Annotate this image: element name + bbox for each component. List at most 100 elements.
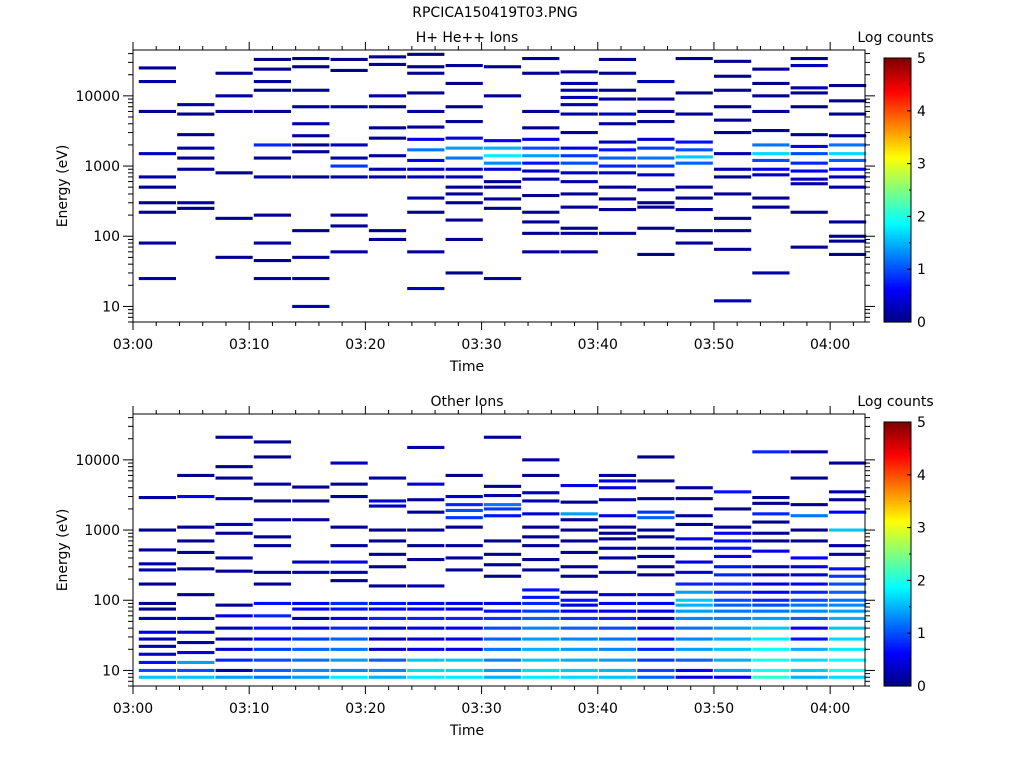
heatmap-cell	[177, 146, 215, 150]
heatmap-cell	[253, 88, 291, 92]
colorbar-step	[884, 264, 911, 268]
colorbar-step	[884, 315, 911, 319]
heatmap-cell	[714, 582, 752, 586]
heatmap-cell	[522, 595, 560, 599]
colorbar-step	[884, 170, 911, 173]
heatmap-cell	[790, 503, 828, 507]
heatmap-cell	[292, 518, 330, 522]
heatmap-cell	[522, 57, 560, 61]
heatmap-cell	[637, 565, 675, 569]
colorbar-step	[884, 474, 911, 478]
x-tick-label: 03:40	[578, 701, 618, 717]
heatmap-cell	[522, 609, 560, 613]
colorbar-step	[884, 499, 911, 502]
heatmap-cell	[637, 173, 675, 177]
heatmap-cell	[560, 616, 598, 620]
colorbar-step	[884, 185, 911, 189]
y-tick-label: 100	[93, 229, 120, 245]
heatmap-cell	[560, 484, 598, 488]
colorbar-step	[884, 119, 911, 123]
heatmap-cell	[253, 647, 291, 651]
heatmap-cell	[675, 616, 713, 620]
colorbar-step	[884, 591, 911, 595]
heatmap-cell	[483, 609, 522, 613]
y-tick-label: 10000	[75, 453, 120, 469]
colorbar-tick-label: 0	[917, 315, 926, 331]
heatmap-cell	[560, 95, 598, 99]
heatmap-cell	[752, 196, 790, 200]
heatmap-cell	[368, 616, 407, 620]
heatmap-cell	[292, 560, 330, 564]
heatmap-cell	[598, 208, 637, 212]
heatmap-cell	[215, 531, 253, 535]
heatmap-cell	[445, 156, 483, 160]
heatmap-cell	[752, 637, 790, 641]
heatmap-cell	[138, 241, 176, 245]
heatmap-cell	[560, 598, 598, 602]
colorbar-step	[884, 229, 911, 233]
heatmap-cell	[598, 570, 637, 574]
heatmap-cell	[522, 588, 560, 592]
heatmap-cell	[714, 531, 752, 535]
heatmap-cell	[368, 504, 407, 508]
heatmap-cell	[445, 120, 483, 124]
heatmap-cell	[407, 210, 445, 214]
heatmap-cell	[752, 565, 790, 569]
heatmap-cell	[790, 539, 828, 543]
heatmap-cell	[790, 603, 828, 607]
colorbar-step	[884, 514, 911, 518]
heatmap-cell	[215, 658, 253, 662]
heatmap-cell	[714, 299, 752, 303]
colorbar-step	[884, 461, 911, 465]
heatmap-cell	[790, 91, 828, 95]
colorbar-step	[884, 163, 911, 167]
colorbar-step	[884, 426, 911, 430]
colorbar-step	[884, 435, 911, 438]
heatmap-cell	[407, 287, 445, 291]
heatmap-cell	[407, 607, 445, 611]
heatmap-cell	[177, 167, 215, 171]
heatmap-cell	[407, 65, 445, 69]
colorbar-step	[884, 653, 911, 656]
heatmap-cell	[637, 609, 675, 613]
heatmap-cell	[330, 461, 368, 465]
colorbar-step	[884, 468, 911, 471]
heatmap-cell	[407, 250, 445, 254]
heatmap-cell	[292, 675, 330, 679]
colorbar-step	[884, 584, 911, 588]
heatmap-cell	[407, 71, 445, 75]
y-tick-label: 100	[93, 593, 120, 609]
heatmap-cell	[445, 626, 483, 630]
page-title: RPCICA150419T03.PNG	[412, 5, 578, 21]
heatmap-cell	[483, 277, 522, 281]
heatmap-cell	[407, 158, 445, 162]
x-tick-label: 03:20	[345, 701, 385, 717]
colorbar-step	[884, 587, 911, 590]
colorbar-step	[884, 593, 911, 597]
colorbar-step	[884, 505, 911, 509]
heatmap-cell	[330, 164, 368, 168]
heatmap-cell	[138, 660, 176, 664]
colorbar-step	[884, 655, 911, 658]
panel-title: H+ He++ Ions	[416, 30, 519, 46]
heatmap-cell	[790, 144, 828, 148]
heatmap-cell	[675, 57, 713, 61]
heatmap-cell	[598, 197, 637, 201]
heatmap-cell	[714, 637, 752, 641]
heatmap-cell	[407, 125, 445, 129]
colorbar-step	[884, 139, 911, 143]
colorbar-step	[884, 82, 911, 85]
heatmap-cell	[445, 556, 483, 560]
colorbar-step	[884, 446, 911, 449]
heatmap-cell	[215, 522, 253, 526]
heatmap-cell	[675, 546, 713, 550]
colorbar-step	[884, 181, 911, 184]
heatmap-cell	[138, 582, 176, 586]
x-axis-label: Time	[449, 723, 484, 739]
heatmap-cell	[368, 175, 407, 179]
heatmap-cell	[637, 573, 675, 577]
heatmap-cell	[714, 603, 752, 607]
colorbar-label: Log counts	[857, 30, 933, 46]
colorbar-step	[884, 225, 911, 228]
heatmap-cell	[445, 568, 483, 572]
